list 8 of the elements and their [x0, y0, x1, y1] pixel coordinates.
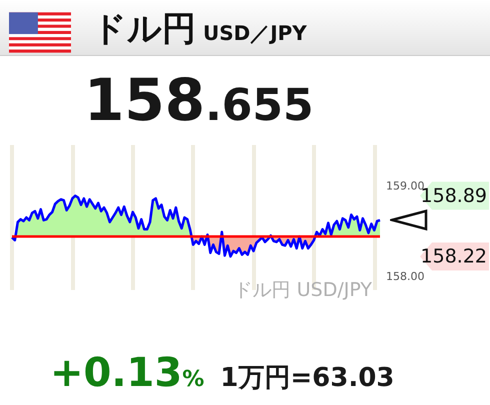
- line-series: [10, 194, 382, 258]
- chart-title: ドル円 USD／JPY: [92, 9, 307, 49]
- y-tick-label: 158.00: [386, 270, 424, 283]
- chart-subtitle: 158.655: [84, 66, 314, 134]
- annotation: ドル円 USD/JPY: [234, 279, 372, 301]
- text: 1万円=63.03: [220, 363, 394, 393]
- text: +0.13%: [50, 350, 204, 396]
- text: 158.22: [420, 245, 487, 268]
